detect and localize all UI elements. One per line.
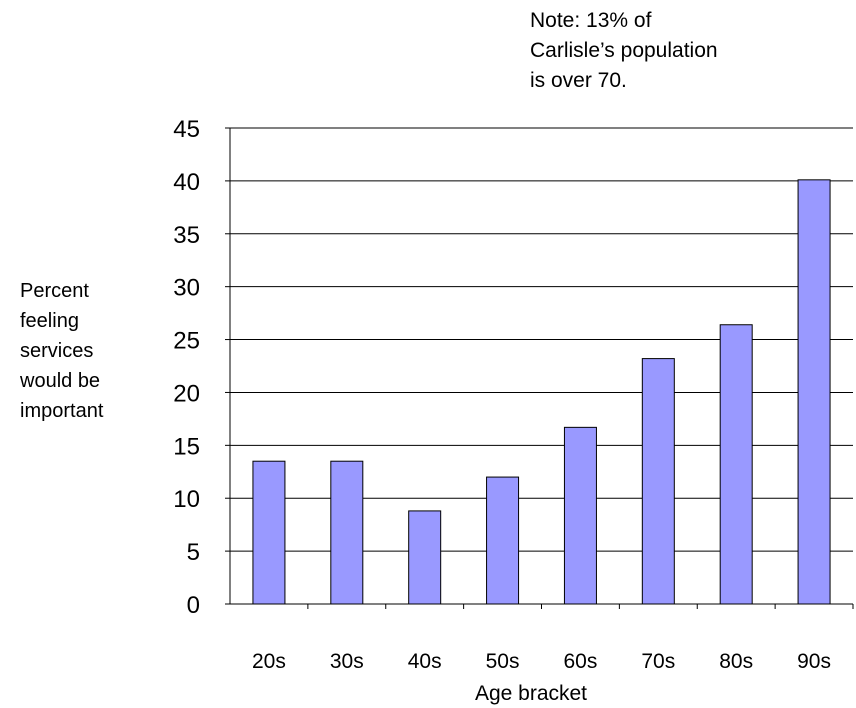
y-axis-label-line-3: services (20, 340, 94, 362)
bar (486, 476, 520, 605)
y-axis-label-line-1: Percent (20, 280, 89, 302)
x-tick-label: 40s (408, 650, 442, 673)
y-axis-label-line-2: feeling (20, 310, 79, 332)
y-axis-label-line-4: would be (20, 370, 101, 392)
x-tick-label: 60s (564, 650, 598, 673)
y-axis-label: Percent feeling services would be import… (20, 276, 128, 426)
y-tick-label: 45 (173, 116, 200, 143)
y-tick-label: 5 (187, 539, 200, 566)
y-tick-label: 15 (173, 433, 200, 460)
y-tick-label: 35 (173, 222, 200, 249)
bar (330, 460, 364, 605)
y-tick-labels: 0 5 10 15 20 25 30 35 40 45 (173, 116, 200, 619)
gridlines (230, 127, 853, 552)
chart-annotation: Note: 13% of Carlisle’s population is ov… (530, 6, 810, 96)
x-tick-label: 90s (797, 650, 831, 673)
x-tick-label: 80s (719, 650, 753, 673)
x-tick-label: 70s (641, 650, 675, 673)
bar (563, 426, 597, 605)
y-tick-label: 20 (173, 380, 200, 407)
bar (719, 324, 753, 605)
bar (252, 460, 286, 605)
axes (225, 127, 854, 609)
y-tick-label: 10 (173, 486, 200, 513)
annotation-line-2: Carlisle’s population (530, 39, 718, 62)
x-tick-label: 20s (252, 650, 286, 673)
x-tick-label: 50s (486, 650, 520, 673)
bars (252, 179, 831, 605)
annotation-line-3: is over 70. (530, 69, 627, 92)
y-axis-label-line-5: important (20, 400, 104, 422)
y-tick-label: 40 (173, 169, 200, 196)
annotation-line-1: Note: 13% of (530, 9, 652, 32)
x-tick-label: 30s (330, 650, 364, 673)
y-tick-label: 30 (173, 275, 200, 302)
bar (408, 510, 442, 605)
y-tick-label: 25 (173, 328, 200, 355)
bar (641, 358, 675, 605)
x-tick-labels: 20s 30s 40s 50s 60s 70s 80s 90s (252, 650, 831, 673)
bar (797, 179, 831, 605)
y-tick-label: 0 (187, 592, 200, 619)
x-axis-label: Age bracket (475, 682, 587, 705)
